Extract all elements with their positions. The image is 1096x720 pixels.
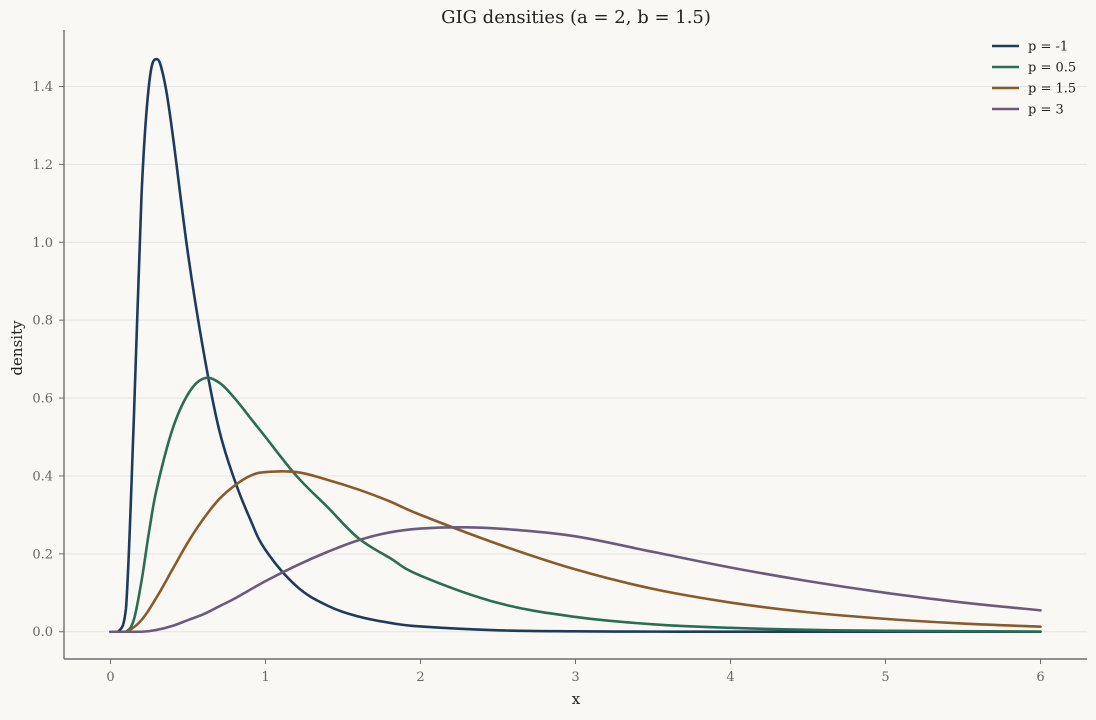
y-tick-label: 1.0: [32, 236, 53, 251]
x-tick-label: 3: [571, 670, 579, 685]
legend-label: p = 1.5: [1028, 82, 1076, 97]
x-tick-label: 0: [106, 670, 114, 685]
y-tick-label: 0.8: [32, 314, 53, 329]
y-tick-label: 1.4: [32, 80, 53, 95]
axes: [59, 30, 1087, 664]
y-axis-label: density: [8, 320, 26, 376]
x-tick-label: 6: [1036, 670, 1044, 685]
legend: p = -1 p = 0.5 p = 1.5 p = 3: [992, 40, 1076, 118]
x-tick-label: 2: [416, 670, 424, 685]
y-tick-label: 0.0: [32, 625, 53, 640]
x-axis-label: x: [572, 690, 581, 708]
series-line-2: [109, 469, 1042, 634]
chart-title: GIG densities (a = 2, b = 1.5): [441, 7, 711, 28]
y-tick-label: 0.6: [32, 392, 53, 407]
series-line-3: [109, 526, 1042, 634]
y-tick-label: 0.4: [32, 469, 53, 484]
x-tick-label: 4: [726, 670, 734, 685]
y-tick-label: 1.2: [32, 158, 53, 173]
legend-label: p = 3: [1028, 103, 1064, 118]
grid-lines: [64, 85, 1087, 633]
x-tick-label: 1: [261, 670, 269, 685]
legend-label: p = -1: [1028, 40, 1068, 55]
legend-label: p = 0.5: [1028, 61, 1076, 76]
tick-labels: 0 1 2 3 4 5 6 0.0 0.2 0.4 0.6 0.8 1.0 1.2 1.4: [32, 80, 1044, 685]
x-tick-label: 5: [881, 670, 889, 685]
y-tick-label: 0.2: [32, 547, 53, 562]
series-line-0: [109, 57, 1042, 634]
series-lines: [109, 57, 1042, 634]
series-line-1: [109, 376, 1042, 634]
